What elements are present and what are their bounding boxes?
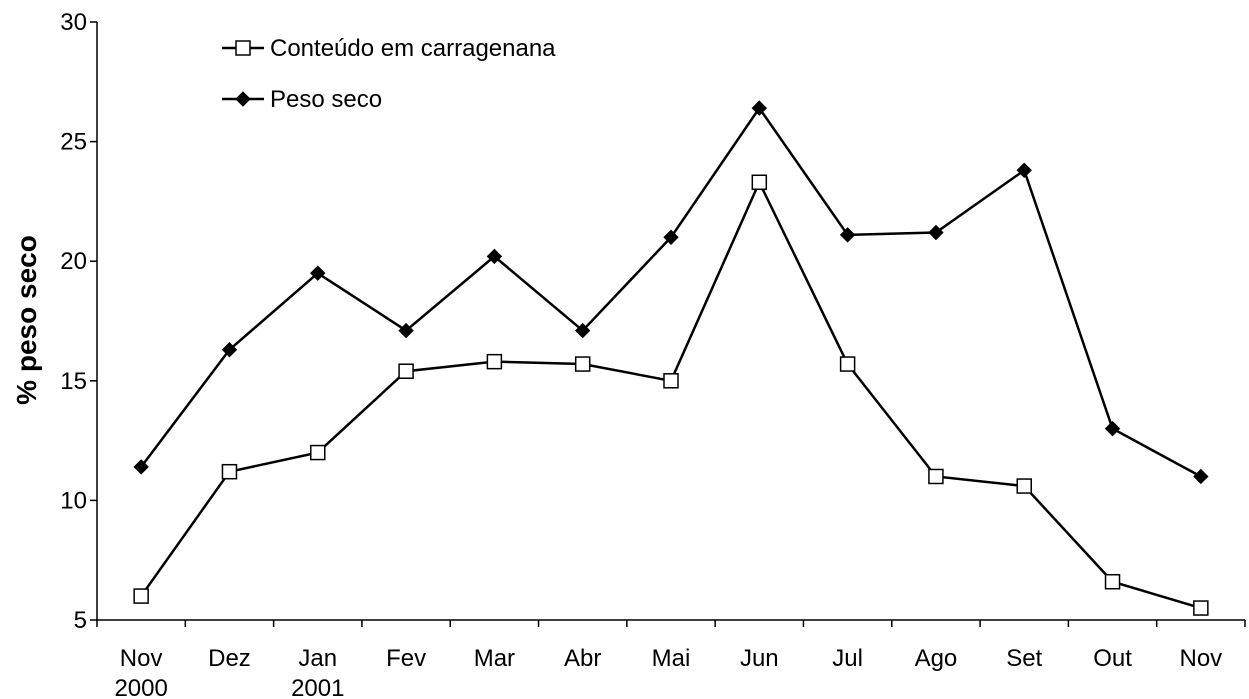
- point: [574, 356, 591, 372]
- legend-marker: [235, 91, 251, 107]
- point: [839, 356, 856, 372]
- point: [663, 373, 679, 389]
- point: [574, 322, 591, 339]
- y-tick-label: 5: [74, 607, 87, 634]
- y-tick-label: 25: [60, 129, 87, 156]
- point: [1104, 420, 1121, 437]
- point: [221, 463, 238, 480]
- point: [221, 341, 238, 358]
- y-tick-label: 10: [60, 487, 87, 514]
- point: [663, 229, 679, 245]
- point: [133, 588, 149, 604]
- x-tick-label: Ago: [915, 645, 958, 672]
- x-tick-label: Jun: [740, 645, 779, 672]
- y-tick-label: 20: [60, 248, 87, 275]
- x-tick-label: Abr: [564, 645, 601, 672]
- point: [1016, 162, 1032, 179]
- point: [1104, 573, 1121, 590]
- point: [1193, 468, 1209, 485]
- legend-label: Peso seco: [270, 86, 382, 113]
- x-tick-label: Nov: [1180, 645, 1223, 672]
- point: [1016, 478, 1032, 494]
- x-tick-label: Jul: [832, 645, 863, 672]
- x-tick-label: Mai: [652, 645, 691, 672]
- point: [751, 100, 768, 116]
- point: [398, 322, 414, 339]
- point: [310, 265, 326, 281]
- x-tick-label: Dez: [208, 645, 251, 672]
- series-line: [140, 105, 1202, 478]
- point: [398, 363, 414, 379]
- point: [751, 174, 768, 191]
- point: [310, 444, 326, 461]
- x-tick-label: Out: [1093, 645, 1132, 672]
- x-tick-label: Nov 2000: [114, 645, 167, 699]
- series-line: [140, 179, 1202, 610]
- point: [928, 224, 944, 241]
- point: [1193, 600, 1209, 616]
- point: [839, 227, 856, 243]
- point: [133, 459, 149, 475]
- legend-marker: [235, 40, 251, 56]
- x-tick-label: Set: [1006, 645, 1042, 672]
- y-tick-label: 15: [60, 368, 87, 395]
- legend-label: Conteúdo em carragenana: [270, 35, 556, 62]
- point: [486, 353, 503, 370]
- point: [486, 248, 503, 265]
- point: [928, 468, 944, 485]
- y-axis-label: % peso seco: [11, 235, 42, 405]
- x-tick-label: Fev: [386, 645, 426, 672]
- x-tick-label: Mar: [474, 645, 515, 672]
- y-tick-label: 30: [60, 9, 87, 36]
- x-tick-label: Jan 2001: [291, 645, 344, 699]
